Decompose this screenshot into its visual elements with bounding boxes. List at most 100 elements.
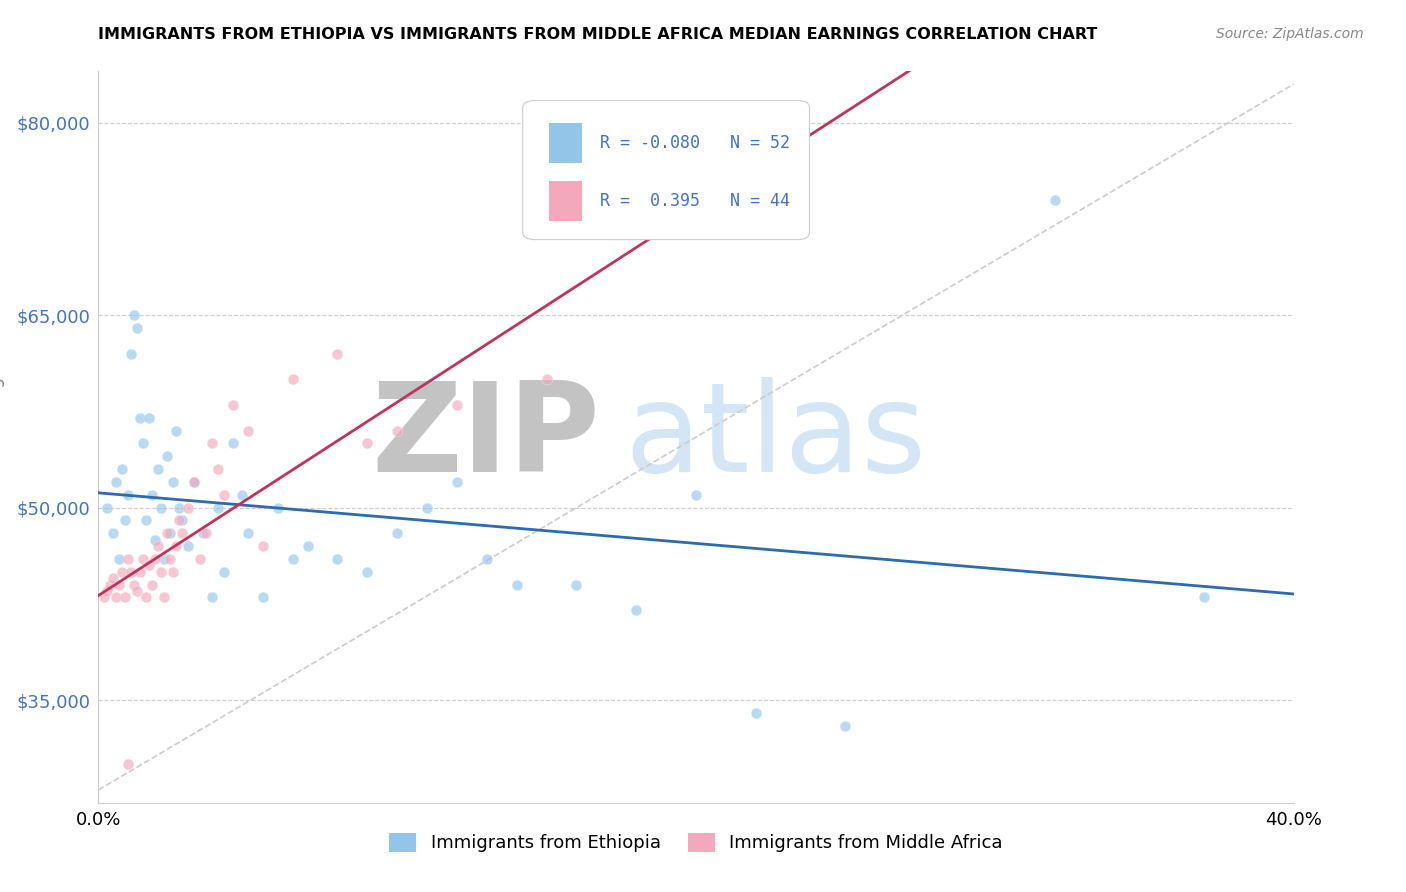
Point	[96, 500, 118, 515]
Point	[132, 552, 155, 566]
Point	[103, 571, 125, 585]
Point	[143, 533, 166, 547]
FancyBboxPatch shape	[523, 101, 810, 240]
Point	[207, 500, 229, 515]
Point	[150, 500, 173, 515]
Point	[385, 424, 409, 438]
Point	[103, 526, 125, 541]
Point	[172, 526, 194, 541]
Point	[536, 372, 558, 386]
Text: IMMIGRANTS FROM ETHIOPIA VS IMMIGRANTS FROM MIDDLE AFRICA MEDIAN EARNINGS CORREL: IMMIGRANTS FROM ETHIOPIA VS IMMIGRANTS F…	[98, 27, 1098, 42]
Point	[177, 500, 200, 515]
Point	[685, 488, 707, 502]
Point	[252, 539, 274, 553]
Point	[93, 591, 115, 605]
Point	[1043, 193, 1066, 207]
Point	[212, 488, 235, 502]
Point	[326, 346, 349, 360]
Point	[114, 591, 136, 605]
Point	[129, 410, 152, 425]
Point	[416, 500, 439, 515]
Point	[124, 308, 146, 322]
Point	[111, 565, 134, 579]
Point	[252, 591, 274, 605]
Point	[475, 552, 498, 566]
Text: R = -0.080   N = 52: R = -0.080 N = 52	[600, 134, 790, 152]
Point	[143, 552, 166, 566]
Point	[191, 526, 214, 541]
Text: Source: ZipAtlas.com: Source: ZipAtlas.com	[1216, 27, 1364, 41]
Point	[281, 372, 304, 386]
Point	[297, 539, 319, 553]
Point	[188, 552, 211, 566]
Point	[356, 436, 378, 450]
Point	[565, 577, 588, 591]
Point	[120, 565, 142, 579]
Point	[105, 475, 128, 489]
Text: atlas: atlas	[624, 376, 927, 498]
Point	[167, 514, 190, 528]
Point	[167, 500, 190, 515]
Point	[117, 757, 139, 772]
Point	[156, 526, 179, 541]
Point	[153, 552, 176, 566]
Point	[98, 577, 122, 591]
Point	[148, 539, 170, 553]
Point	[108, 577, 131, 591]
Point	[222, 436, 245, 450]
FancyBboxPatch shape	[548, 181, 582, 221]
Point	[111, 462, 134, 476]
Point	[127, 321, 149, 335]
Point	[141, 577, 163, 591]
Point	[183, 475, 205, 489]
Point	[114, 514, 136, 528]
Legend: Immigrants from Ethiopia, Immigrants from Middle Africa: Immigrants from Ethiopia, Immigrants fro…	[382, 826, 1010, 860]
Point	[326, 552, 349, 566]
Point	[108, 552, 131, 566]
Text: ZIP: ZIP	[371, 376, 600, 498]
Point	[159, 526, 181, 541]
Point	[231, 488, 253, 502]
Point	[195, 526, 218, 541]
Text: R =  0.395   N = 44: R = 0.395 N = 44	[600, 192, 790, 211]
Y-axis label: Median Earnings: Median Earnings	[0, 368, 6, 506]
Point	[385, 526, 409, 541]
Point	[138, 558, 160, 573]
Point	[356, 565, 378, 579]
Point	[201, 436, 224, 450]
Point	[626, 603, 648, 617]
Point	[446, 475, 468, 489]
Point	[159, 552, 181, 566]
Point	[132, 436, 155, 450]
Point	[165, 539, 187, 553]
Point	[162, 475, 184, 489]
Point	[135, 514, 157, 528]
Point	[1192, 591, 1215, 605]
Point	[117, 552, 139, 566]
Point	[172, 514, 194, 528]
Point	[127, 584, 149, 599]
Point	[281, 552, 304, 566]
Point	[138, 410, 160, 425]
Point	[183, 475, 205, 489]
Point	[162, 565, 184, 579]
Point	[120, 346, 142, 360]
FancyBboxPatch shape	[548, 122, 582, 162]
Point	[135, 591, 157, 605]
Point	[201, 591, 224, 605]
Point	[236, 424, 259, 438]
Point	[141, 488, 163, 502]
Point	[745, 706, 768, 720]
Point	[165, 424, 187, 438]
Point	[212, 565, 235, 579]
Point	[153, 591, 176, 605]
Point	[124, 577, 146, 591]
Point	[177, 539, 200, 553]
Point	[222, 398, 245, 412]
Point	[148, 462, 170, 476]
Point	[834, 719, 856, 733]
Point	[446, 398, 468, 412]
Point	[156, 450, 179, 464]
Point	[506, 577, 529, 591]
Point	[150, 565, 173, 579]
